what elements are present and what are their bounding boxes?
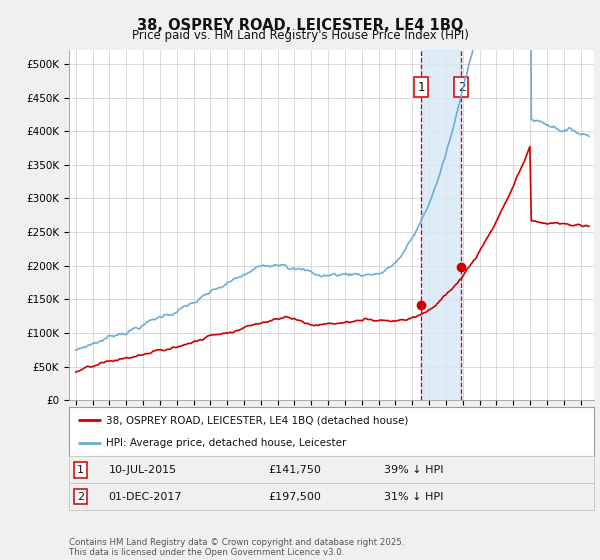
Text: 39% ↓ HPI: 39% ↓ HPI bbox=[384, 465, 443, 475]
Text: 2: 2 bbox=[458, 81, 465, 94]
Text: 10-JUL-2015: 10-JUL-2015 bbox=[109, 465, 176, 475]
Text: HPI: Average price, detached house, Leicester: HPI: Average price, detached house, Leic… bbox=[106, 438, 346, 448]
Text: £141,750: £141,750 bbox=[269, 465, 322, 475]
Text: 2: 2 bbox=[77, 492, 84, 502]
Text: Contains HM Land Registry data © Crown copyright and database right 2025.
This d: Contains HM Land Registry data © Crown c… bbox=[69, 538, 404, 557]
Text: 01-DEC-2017: 01-DEC-2017 bbox=[109, 492, 182, 502]
Text: 38, OSPREY ROAD, LEICESTER, LE4 1BQ (detached house): 38, OSPREY ROAD, LEICESTER, LE4 1BQ (det… bbox=[106, 416, 408, 426]
Bar bbox=[421, 50, 461, 400]
Text: 38, OSPREY ROAD, LEICESTER, LE4 1BQ: 38, OSPREY ROAD, LEICESTER, LE4 1BQ bbox=[137, 18, 463, 33]
Text: 1: 1 bbox=[418, 81, 425, 94]
Text: 1: 1 bbox=[77, 465, 84, 475]
Text: £197,500: £197,500 bbox=[269, 492, 322, 502]
Text: 31% ↓ HPI: 31% ↓ HPI bbox=[384, 492, 443, 502]
Text: Price paid vs. HM Land Registry's House Price Index (HPI): Price paid vs. HM Land Registry's House … bbox=[131, 29, 469, 42]
